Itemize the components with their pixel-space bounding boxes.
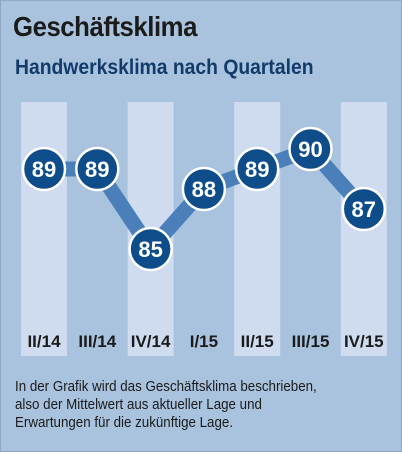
- data-point-marker: [181, 166, 227, 212]
- x-axis-ticks: II/14 III/14 IV/14 I/15 II/15 III/15 IV/15: [27, 332, 383, 351]
- data-label: 89: [32, 157, 56, 182]
- chart-title: Geschäftsklima: [13, 11, 197, 42]
- x-tick-label: III/15: [292, 332, 330, 351]
- column-bands: [21, 102, 387, 356]
- x-tick-label: IV/14: [131, 332, 171, 351]
- chart-subtitle: Handwerksklima nach Quartalen: [15, 56, 314, 79]
- data-point-marker: [234, 146, 280, 192]
- data-label: 87: [352, 197, 376, 222]
- data-point-marker: [21, 146, 67, 192]
- column-band: [21, 102, 67, 356]
- data-point-marker: [288, 126, 333, 172]
- data-label: 89: [245, 157, 269, 182]
- x-tick-label: II/15: [241, 332, 274, 351]
- data-point-marker: [341, 186, 387, 232]
- data-label: 88: [192, 177, 216, 202]
- data-label: 85: [138, 237, 162, 262]
- data-points: 89 89 85 88 89 90 87: [21, 126, 387, 272]
- data-point-marker: [75, 146, 120, 192]
- column-band: [234, 102, 281, 356]
- note-line: In der Grafik wird das Geschäftsklima be…: [15, 379, 317, 395]
- x-tick-label: I/15: [190, 332, 218, 351]
- note-line: Erwartungen für die zukünftige Lage.: [15, 415, 234, 431]
- data-label: 89: [85, 157, 109, 182]
- x-tick-label: IV/15: [344, 332, 384, 351]
- note-line: also der Mittelwert aus aktueller Lage u…: [15, 397, 262, 413]
- data-point-marker: [128, 226, 173, 272]
- x-tick-label: II/14: [27, 332, 61, 351]
- chart-note: In der Grafik wird das Geschäftsklima be…: [15, 378, 365, 432]
- data-label: 90: [298, 137, 322, 162]
- x-tick-label: III/14: [78, 332, 116, 351]
